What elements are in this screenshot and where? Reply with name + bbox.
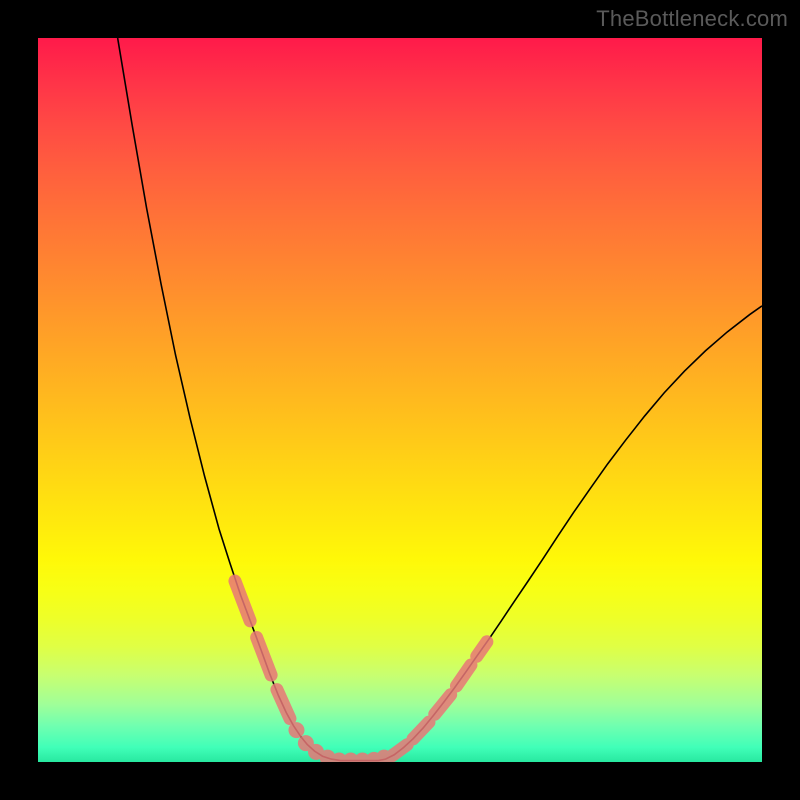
chart-frame: TheBottleneck.com — [0, 0, 800, 800]
gradient-background — [38, 38, 762, 762]
plot-area — [38, 38, 762, 762]
watermark-text: TheBottleneck.com — [596, 6, 788, 32]
